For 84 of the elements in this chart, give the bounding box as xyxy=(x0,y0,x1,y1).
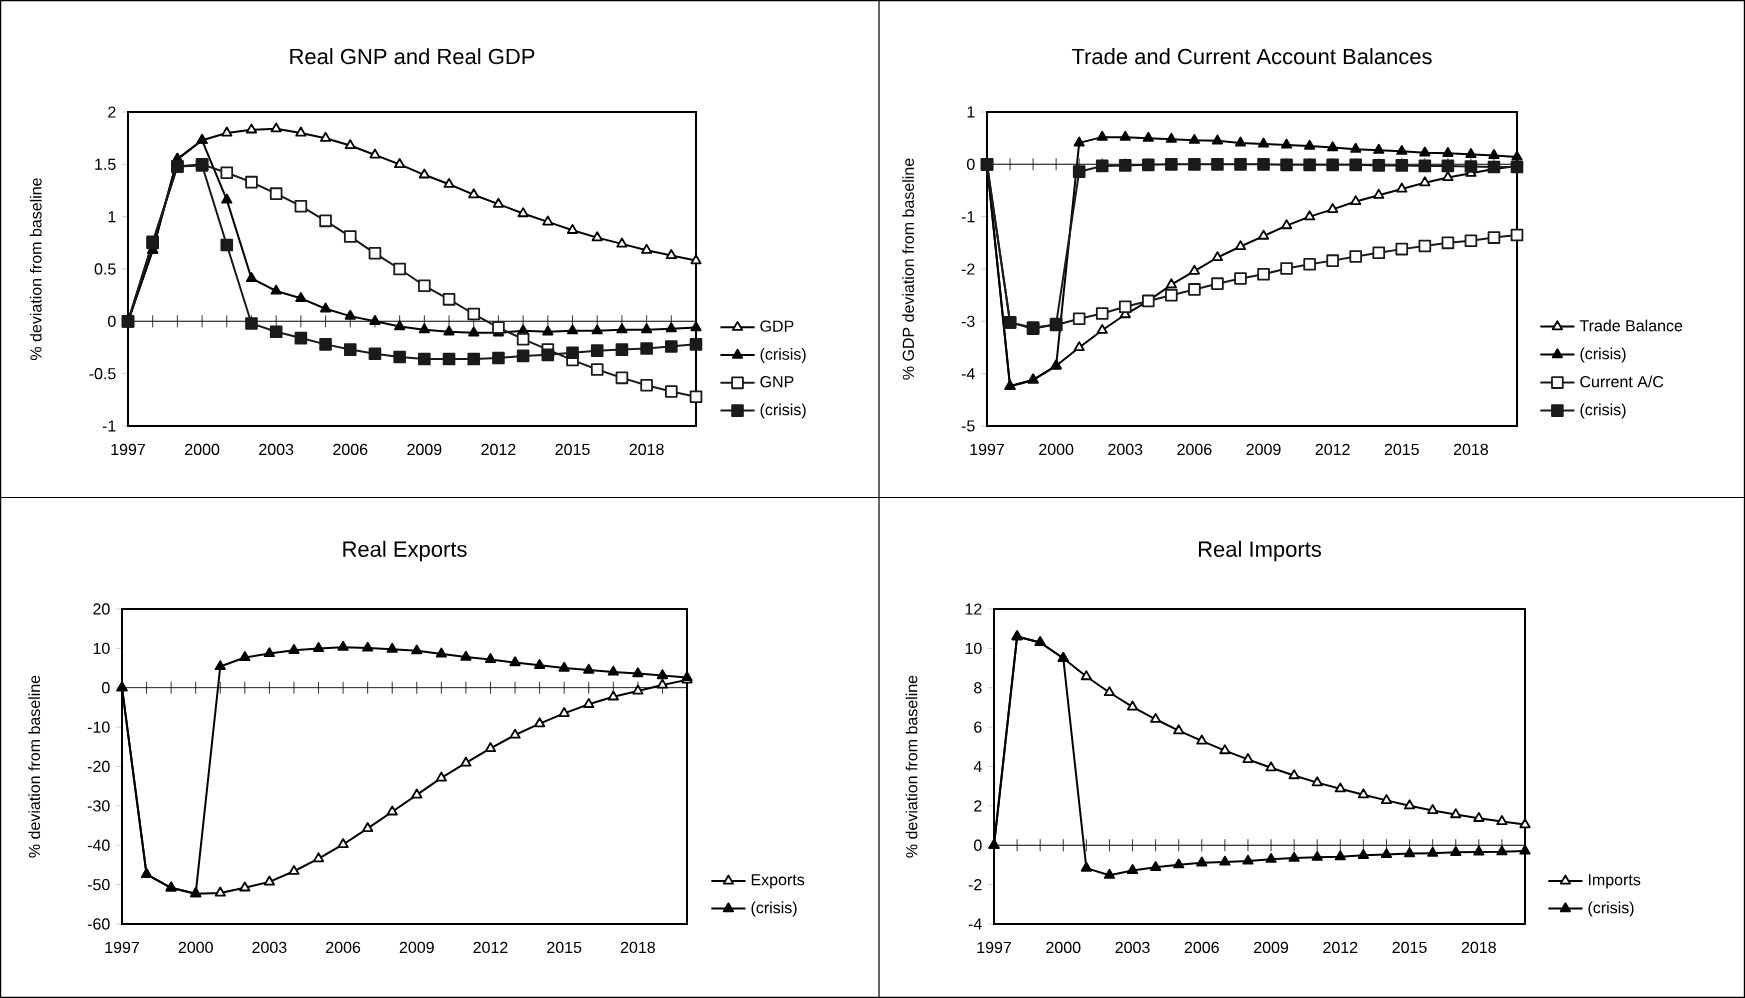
x-tick-label: 2012 xyxy=(481,443,516,456)
x-tick-label: 2015 xyxy=(555,443,590,456)
legend-label: (crisis) xyxy=(1580,403,1626,419)
y-tick-label: 0 xyxy=(967,158,975,170)
y-tick-label: 0 xyxy=(108,315,116,328)
x-tick-label: 2003 xyxy=(252,941,287,954)
chart-title: Real Imports xyxy=(1198,540,1322,562)
y-tick-label: 0 xyxy=(102,682,110,694)
legend-label: Imports xyxy=(1588,874,1641,889)
y-tick-label: -1 xyxy=(961,211,975,223)
y-tick-label: -0.5 xyxy=(89,368,116,380)
y-tick-label: 10 xyxy=(965,642,982,655)
legend-label: GNP xyxy=(760,376,794,388)
y-tick-label: -4 xyxy=(968,918,982,930)
legend-label: Trade Balance xyxy=(1579,319,1683,332)
chart-title: Real Exports xyxy=(343,540,467,562)
chart-title: Real GNP and Real GDP xyxy=(290,48,535,65)
legend-label: (crisis) xyxy=(1580,347,1626,363)
legend-label: (crisis) xyxy=(751,901,797,917)
x-tick-label: 2009 xyxy=(399,941,434,954)
y-axis-title: % deviation from baseline xyxy=(28,675,41,858)
legend-label: Current A/C xyxy=(1580,375,1664,388)
y-axis-title: % deviation from baseline xyxy=(29,178,42,361)
y-tick-label: -10 xyxy=(87,721,110,733)
x-tick-label: 2018 xyxy=(1461,941,1496,954)
y-tick-label: 0 xyxy=(974,839,982,851)
x-tick-label: 2003 xyxy=(1108,443,1143,456)
y-tick-label: -50 xyxy=(87,878,110,891)
x-tick-label: 2018 xyxy=(629,443,664,456)
y-tick-label: 10 xyxy=(93,642,110,655)
x-tick-label: 2012 xyxy=(473,941,508,954)
y-tick-label: -1 xyxy=(102,420,116,432)
y-tick-label: 1.5 xyxy=(95,158,116,170)
y-tick-label: 1 xyxy=(967,106,975,118)
x-tick-label: 2000 xyxy=(1039,443,1074,456)
legend-label: (crisis) xyxy=(760,403,806,419)
x-tick-label: 2000 xyxy=(185,443,220,456)
y-axis-title: % GDP deviation from baseline xyxy=(902,158,914,380)
y-tick-label: -20 xyxy=(87,760,110,773)
y-tick-label: 4 xyxy=(973,761,982,773)
y-tick-label: 1 xyxy=(108,211,116,223)
legend-label: GDP xyxy=(760,320,794,332)
x-tick-label: 1997 xyxy=(111,443,145,456)
y-tick-label: -2 xyxy=(961,263,975,275)
y-tick-label: 8 xyxy=(974,682,982,694)
y-tick-label: 12 xyxy=(965,603,982,615)
x-tick-label: 2009 xyxy=(407,443,442,456)
y-tick-label: -5 xyxy=(961,420,975,432)
y-axis-title: % deviation from baseline xyxy=(905,675,918,858)
y-tick-label: 2 xyxy=(974,800,982,812)
x-tick-label: 2009 xyxy=(1246,443,1281,456)
y-tick-label: -30 xyxy=(87,800,110,812)
x-tick-label: 1997 xyxy=(977,941,1011,954)
x-tick-label: 2012 xyxy=(1315,443,1350,456)
y-tick-label: -2 xyxy=(968,879,982,891)
x-tick-label: 2006 xyxy=(1184,941,1219,954)
x-tick-label: 2003 xyxy=(259,443,294,456)
legend-label: (crisis) xyxy=(760,348,806,363)
x-tick-label: 2006 xyxy=(326,941,361,954)
y-tick-label: 20 xyxy=(93,603,110,615)
legend-label: (crisis) xyxy=(1588,901,1634,917)
x-tick-label: 2018 xyxy=(620,941,655,954)
x-tick-label: 1997 xyxy=(970,443,1004,456)
x-tick-label: 2015 xyxy=(1384,443,1419,456)
x-tick-label: 2000 xyxy=(1046,941,1081,954)
y-tick-label: 6 xyxy=(974,721,982,733)
x-tick-label: 2006 xyxy=(1177,443,1212,456)
chart-title: Trade and Current Account Balances xyxy=(1071,48,1432,65)
y-tick-label: -60 xyxy=(87,918,110,930)
x-tick-label: 2006 xyxy=(333,443,368,456)
x-tick-label: 2015 xyxy=(1392,941,1427,954)
y-tick-label: 0.5 xyxy=(94,263,116,275)
x-tick-label: 2003 xyxy=(1115,941,1150,954)
x-tick-label: 2012 xyxy=(1323,941,1358,954)
y-tick-label: -3 xyxy=(961,315,975,327)
y-tick-label: -40 xyxy=(87,839,110,851)
x-tick-label: 2000 xyxy=(178,941,213,954)
y-tick-label: -4 xyxy=(961,368,975,380)
x-tick-label: 1997 xyxy=(105,941,139,954)
x-tick-label: 2009 xyxy=(1254,941,1289,954)
x-tick-label: 2018 xyxy=(1453,443,1488,456)
x-tick-label: 2015 xyxy=(547,941,582,954)
y-tick-label: 2 xyxy=(108,106,116,118)
legend-label: Exports xyxy=(751,874,805,889)
